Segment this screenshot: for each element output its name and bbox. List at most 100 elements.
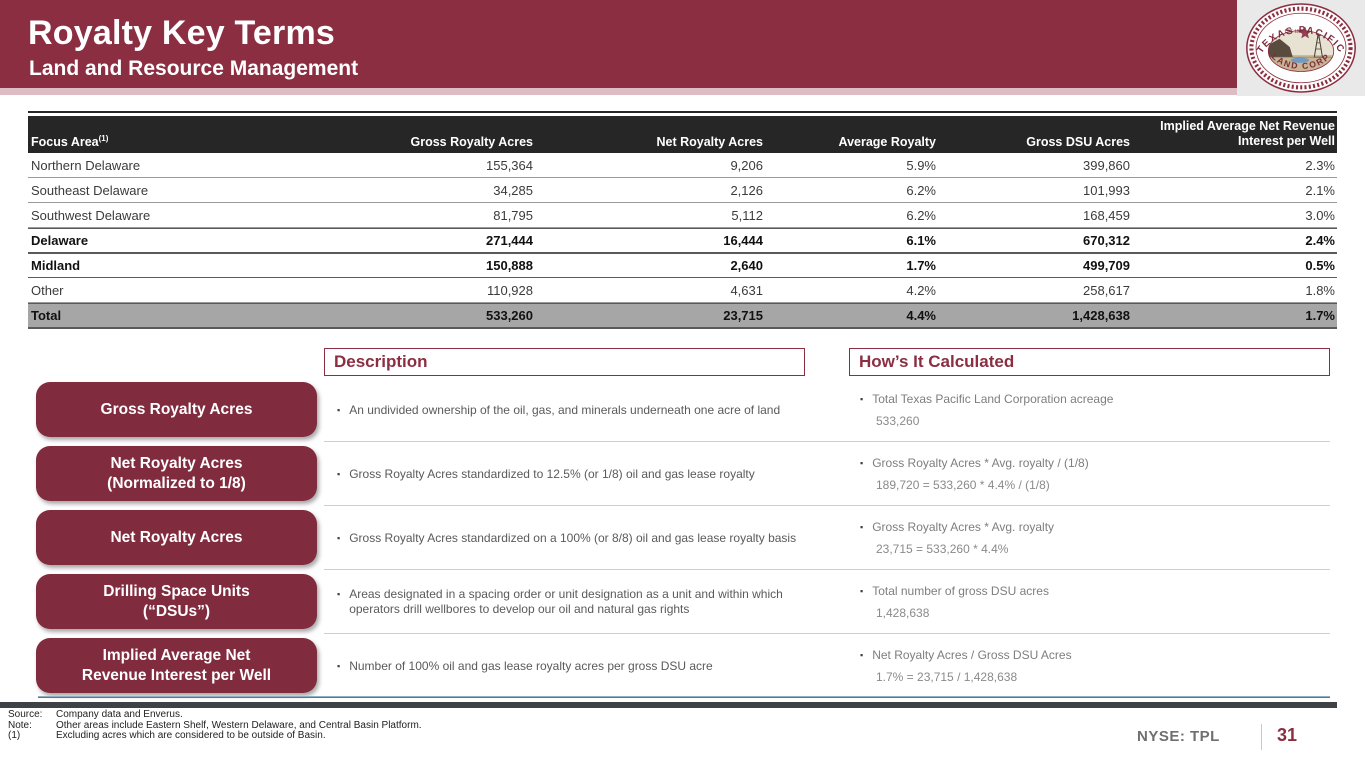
cell-gross-dsu-acres: 258,617 [1083, 282, 1130, 298]
row-label: Southeast Delaware [31, 182, 149, 198]
cell-net-royalty-acres: 4,631 [730, 282, 763, 298]
footnote-text: Company data and Enverus. [56, 709, 183, 720]
square-bullet-icon: ▪ [337, 404, 341, 415]
footnote-source: Source: Company data and Enverus. [8, 709, 422, 721]
cell-gross-dsu-acres: 101,993 [1083, 182, 1130, 198]
term-line1: Net Royalty Acres [110, 528, 243, 546]
calculation-cell: ▪ Gross Royalty Acres * Avg. royalty 23,7… [860, 506, 1330, 570]
description-text: Number of 100% oil and gas lease royalty… [349, 658, 713, 673]
cell-net-royalty-acres: 5,112 [731, 207, 763, 223]
cell-gross-royalty-acres: 110,928 [486, 282, 533, 298]
col-header-gross-royalty-acres: Gross Royalty Acres [410, 135, 533, 149]
square-bullet-icon: ▪ [860, 457, 864, 468]
cell-gross-dsu-acres: 499,709 [1083, 258, 1130, 273]
description-cell: ▪ Areas designated in a spacing order or… [337, 570, 817, 634]
term-button-gross-royalty-acres: Gross Royalty Acres [36, 382, 317, 437]
description-cell: ▪ Gross Royalty Acres standardized to 12… [337, 442, 817, 506]
footnote-marker: (1) [98, 133, 109, 143]
square-bullet-icon: ▪ [337, 660, 341, 671]
row-label: Total [31, 308, 62, 323]
texas-pacific-seal-icon: EST. 1888 TEXAS PACIFIC LAND CORP [1246, 3, 1356, 93]
footnote-text: Other areas include Eastern Shelf, Weste… [56, 719, 422, 731]
footer-divider [1261, 724, 1262, 750]
cell-average-royalty: 6.2% [906, 182, 936, 198]
term-line1: Gross Royalty Acres [100, 400, 253, 418]
table-row-other: Other 110,928 4,631 4.2% 258,617 1.8% [28, 278, 1337, 303]
square-bullet-icon: ▪ [337, 532, 341, 543]
term-button-implied-nri: Implied Average Net Revenue Interest per… [36, 638, 317, 693]
focus-area-label: Focus Area [31, 135, 99, 149]
row-divider [324, 569, 1330, 570]
cell-implied-nri: 2.4% [1305, 233, 1335, 248]
header-underline [0, 88, 1238, 95]
square-bullet-icon: ▪ [337, 468, 341, 479]
calculation-cell: ▪ Gross Royalty Acres * Avg. royalty / (1… [860, 442, 1330, 506]
table-top-rule [28, 111, 1337, 113]
row-divider [324, 441, 1330, 442]
calc-value: 23,715 = 533,260 * 4.4% [876, 541, 1009, 556]
definitions-section: Gross Royalty Acres ▪ An undivided owner… [0, 378, 1337, 698]
term-line2: (“DSUs”) [142, 602, 211, 620]
table-row-southeast-delaware: Southeast Delaware 34,285 2,126 6.2% 101… [28, 178, 1337, 203]
description-text: Areas designated in a spacing order or u… [349, 587, 783, 616]
description-section-header: Description [324, 348, 805, 376]
description-text: An undivided ownership of the oil, gas, … [349, 402, 781, 417]
cell-implied-nri: 0.5% [1305, 258, 1335, 273]
term-button-net-royalty-acres: Net Royalty Acres [36, 510, 317, 565]
royalty-table: Focus Area(1) Gross Royalty Acres Net Ro… [28, 111, 1337, 329]
content-bottom-rule [38, 696, 1330, 698]
cell-average-royalty: 1.7% [906, 258, 936, 273]
term-line1: Net Royalty Acres [110, 454, 243, 472]
cell-implied-nri: 1.8% [1305, 282, 1335, 298]
calc-value: 533,260 [876, 413, 920, 428]
page-title: Royalty Key Terms [28, 14, 336, 52]
calc-text: Gross Royalty Acres * Avg. royalty / (1/… [872, 455, 1089, 470]
calc-value: 189,720 = 533,260 * 4.4% / (1/8) [876, 477, 1050, 492]
col-header-implied-nri: Implied Average Net Revenue Interest per… [1130, 119, 1337, 149]
square-bullet-icon: ▪ [860, 393, 864, 404]
cell-implied-nri: 2.1% [1305, 182, 1335, 198]
cell-average-royalty: 4.4% [906, 308, 936, 323]
header-band [0, 0, 1365, 88]
cell-net-royalty-acres: 2,640 [730, 258, 763, 273]
cell-implied-nri: 2.3% [1305, 157, 1335, 173]
col-header-average-royalty: Average Royalty [838, 135, 937, 149]
page-number: 31 [1277, 725, 1298, 745]
calc-value: 1,428,638 [876, 605, 930, 620]
cell-net-royalty-acres: 23,715 [723, 308, 763, 323]
cell-net-royalty-acres: 16,444 [723, 233, 763, 248]
description-cell: ▪ An undivided ownership of the oil, gas… [337, 378, 817, 442]
term-line1: Drilling Space Units [103, 582, 250, 600]
definition-row-net-royalty-acres: Net Royalty Acres ▪ Gross Royalty Acres … [0, 506, 1337, 570]
calc-text: Total Texas Pacific Land Corporation acr… [872, 391, 1114, 406]
calculation-cell: ▪ Net Royalty Acres / Gross DSU Acres 1.7… [860, 634, 1330, 698]
cell-gross-dsu-acres: 168,459 [1083, 207, 1130, 223]
table-row-midland-subtotal: Midland 150,888 2,640 1.7% 499,709 0.5% [28, 253, 1337, 278]
col-header-net-royalty-acres: Net Royalty Acres [656, 135, 763, 149]
row-label: Midland [31, 258, 81, 273]
table-row-delaware-subtotal: Delaware 271,444 16,444 6.1% 670,312 2.4… [28, 228, 1337, 253]
footnote-label: Note: [8, 719, 32, 731]
cell-gross-royalty-acres: 533,260 [486, 308, 533, 323]
row-divider [324, 505, 1330, 506]
implied-nri-line1: Implied Average Net Revenue [1160, 119, 1335, 133]
cell-average-royalty: 6.2% [906, 207, 936, 223]
logo-est-text: EST. 1888 [1285, 29, 1305, 34]
definition-row-implied-nri: Implied Average Net Revenue Interest per… [0, 634, 1337, 698]
cell-net-royalty-acres: 9,206 [730, 157, 763, 173]
implied-nri-line2: Interest per Well [1237, 134, 1335, 148]
definition-row-drilling-space-units: Drilling Space Units (“DSUs”) ▪ Areas de… [0, 570, 1337, 634]
footnote-1: (1) Excluding acres which are considered… [8, 730, 422, 742]
page-subtitle: Land and Resource Management [29, 57, 359, 80]
col-header-gross-dsu-acres: Gross DSU Acres [1026, 135, 1130, 149]
cell-gross-dsu-acres: 670,312 [1083, 233, 1130, 248]
cell-average-royalty: 6.1% [906, 233, 936, 248]
cell-gross-royalty-acres: 155,364 [486, 157, 533, 173]
cell-gross-royalty-acres: 150,888 [486, 258, 533, 273]
square-bullet-icon: ▪ [860, 585, 864, 596]
footer-bar [0, 702, 1337, 708]
footnote-label: (1) [8, 730, 21, 741]
table-header-row: Focus Area(1) Gross Royalty Acres Net Ro… [28, 116, 1337, 153]
cell-gross-royalty-acres: 34,285 [493, 182, 533, 198]
